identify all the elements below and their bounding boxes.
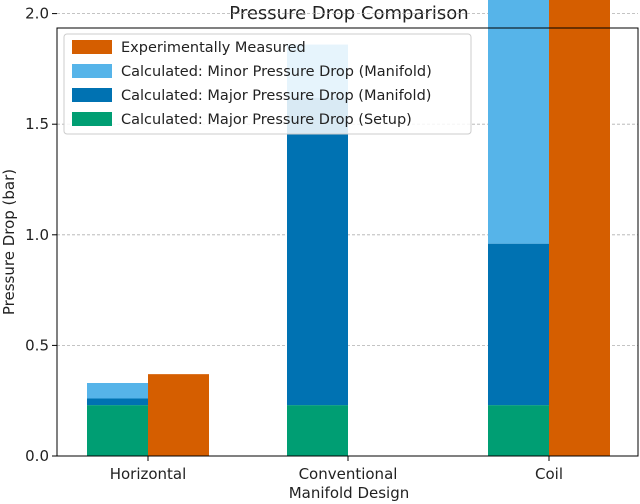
legend-swatch [72, 64, 112, 78]
bars [87, 0, 610, 456]
x-axis-title: Manifold Design [289, 484, 410, 502]
y-tick-label: 0.5 [25, 336, 49, 354]
x-tick-label: Horizontal [110, 465, 187, 483]
y-tick-label: 1.0 [25, 226, 49, 244]
legend: Experimentally Measured Calculated: Minor… [63, 33, 472, 135]
bar-calculated-2-horizontal [87, 398, 148, 406]
legend-swatch [72, 112, 112, 126]
bar-calculated-2-conventional [287, 97, 348, 406]
legend-swatch [72, 40, 112, 54]
bar-measured-coil [549, 0, 610, 456]
x-tick-label: Conventional [299, 465, 398, 483]
legend-label: Calculated: Minor Pressure Drop (Manifol… [121, 64, 432, 80]
bar-measured-horizontal [148, 374, 209, 456]
x-tick-label: Coil [535, 465, 563, 483]
y-axis-ticks: 0.00.51.01.52.02.53.03.5 [25, 5, 57, 465]
legend-label: Experimentally Measured [121, 40, 306, 56]
bar-calculated-3-coil [488, 0, 549, 244]
legend-box [63, 33, 472, 135]
bar-calculated-1-horizontal [87, 405, 148, 456]
x-axis-ticks: Horizontal Conventional Coil [110, 456, 563, 483]
y-tick-label: 0.0 [25, 447, 49, 465]
bar-calculated-1-conventional [287, 405, 348, 456]
bar-calculated-2-coil [488, 243, 549, 406]
bar-calculated-3-horizontal [87, 383, 148, 399]
y-axis-title: Pressure Drop (bar) [0, 169, 18, 315]
legend-label: Calculated: Major Pressure Drop (Manifol… [121, 88, 431, 104]
y-tick-label: 2.0 [25, 5, 49, 23]
y-tick-label: 1.5 [25, 115, 49, 133]
bar-calculated-1-coil [488, 405, 549, 456]
legend-label: Calculated: Major Pressure Drop (Setup) [121, 112, 412, 128]
legend-swatch [72, 88, 112, 102]
